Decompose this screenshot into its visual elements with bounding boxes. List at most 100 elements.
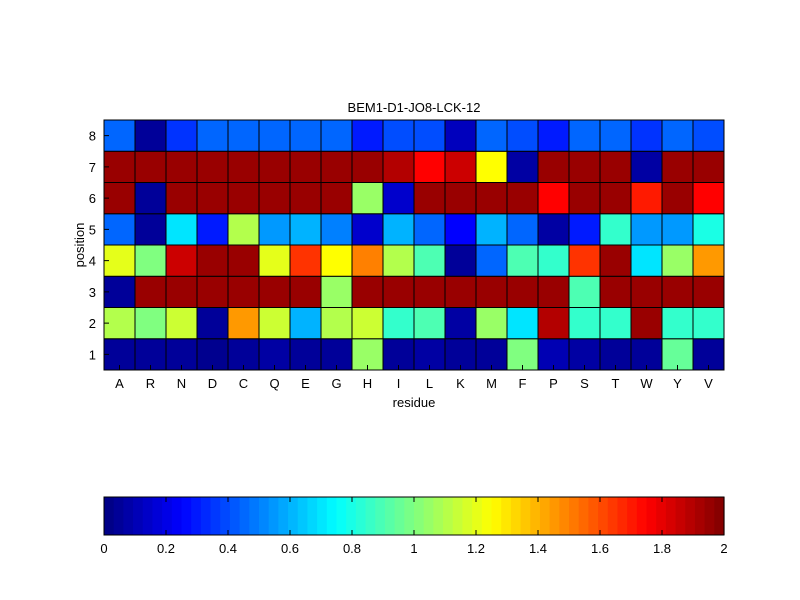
heatmap-cell-1-S: [568, 338, 601, 371]
colorbar-swatch: [414, 497, 425, 535]
heatmap-cell-1-Q: [258, 338, 291, 371]
colorbar-swatch: [501, 497, 512, 535]
heatmap-cell-8-I: [382, 119, 415, 152]
colorbar-tick-label: 0.8: [343, 541, 361, 556]
colorbar-swatch: [288, 497, 299, 535]
colorbar-swatch: [104, 497, 115, 535]
colorbar-swatch: [714, 497, 725, 535]
colorbar-swatch: [123, 497, 134, 535]
colorbar-swatch: [656, 497, 667, 535]
heatmap-cell-8-E: [289, 119, 322, 152]
heatmap-cell-2-H: [351, 307, 384, 340]
colorbar-swatch: [171, 497, 183, 535]
colorbar-swatch: [617, 497, 628, 535]
heatmap-cell-7-I: [382, 150, 415, 183]
colorbar-tick-label: 0.4: [219, 541, 237, 556]
colorbar-swatch: [297, 497, 309, 535]
colorbar-swatch: [510, 497, 522, 535]
colorbar-swatch: [598, 497, 609, 535]
heatmap-cell-3-V: [692, 275, 725, 308]
heatmap-cell-2-F: [506, 307, 539, 340]
heatmap-cell-6-G: [320, 182, 353, 215]
heatmap-cell-3-P: [537, 275, 570, 308]
heatmap-cell-2-C: [227, 307, 260, 340]
colorbar-swatch: [627, 497, 638, 535]
colorbar-swatch: [549, 497, 560, 535]
heatmap-cell-6-L: [413, 182, 446, 215]
heatmap-cell-1-G: [320, 338, 353, 371]
colorbar-swatch: [336, 497, 347, 535]
heatmap-cell-1-I: [382, 338, 415, 371]
heatmap-cell-3-Y: [661, 275, 694, 308]
y-tick-label: 7: [89, 160, 96, 175]
heatmap-cell-8-H: [351, 119, 384, 152]
heatmap-cell-7-W: [630, 150, 663, 183]
heatmap-cell-8-S: [568, 119, 601, 152]
colorbar-swatch: [685, 497, 696, 535]
heatmap-cell-7-C: [227, 150, 260, 183]
heatmap-cell-4-P: [537, 244, 570, 277]
colorbar-swatch: [646, 497, 657, 535]
heatmap-cell-7-T: [599, 150, 632, 183]
heatmap-cell-2-S: [568, 307, 601, 340]
colorbar-swatch: [268, 497, 279, 535]
heatmap-cell-1-K: [444, 338, 477, 371]
heatmap-cell-3-C: [227, 275, 260, 308]
heatmap-cell-3-R: [134, 275, 167, 308]
heatmap-cell-6-I: [382, 182, 415, 215]
heatmap-cell-3-Q: [258, 275, 291, 308]
heatmap-cell-4-C: [227, 244, 260, 277]
heatmap-cell-8-V: [692, 119, 725, 152]
heatmap-cell-7-M: [475, 150, 508, 183]
colorbar-swatch: [307, 497, 318, 535]
heatmap-cell-1-V: [692, 338, 725, 371]
heatmap-cell-3-W: [630, 275, 663, 308]
heatmap-cell-1-Y: [661, 338, 694, 371]
colorbar-swatch: [481, 497, 493, 535]
x-tick-label: Y: [673, 376, 682, 391]
heatmap-cell-5-K: [444, 213, 477, 246]
colorbar-swatch: [355, 497, 367, 535]
colorbar-swatch: [133, 497, 144, 535]
heatmap-cell-4-G: [320, 244, 353, 277]
heatmap-cell-2-P: [537, 307, 570, 340]
heatmap-cell-7-Q: [258, 150, 291, 183]
heatmap-cell-3-S: [568, 275, 601, 308]
heatmap-cell-2-K: [444, 307, 477, 340]
heatmap-cell-5-M: [475, 213, 508, 246]
colorbar-swatch: [365, 497, 376, 535]
heatmap-cell-2-Y: [661, 307, 694, 340]
colorbar-swatch: [249, 497, 260, 535]
heatmap-cell-3-F: [506, 275, 539, 308]
heatmap-cell-5-R: [134, 213, 167, 246]
heatmap-cell-2-Q: [258, 307, 291, 340]
heatmap-cell-4-S: [568, 244, 601, 277]
colorbar-swatch: [462, 497, 473, 535]
heatmap-cell-5-I: [382, 213, 415, 246]
x-tick-label: A: [115, 376, 124, 391]
colorbar-swatch: [220, 497, 231, 535]
heatmap-cell-5-F: [506, 213, 539, 246]
heatmap-cell-6-S: [568, 182, 601, 215]
x-tick-label: W: [640, 376, 653, 391]
heatmap-cell-8-P: [537, 119, 570, 152]
colorbar-swatch: [423, 497, 434, 535]
heatmap-cell-8-M: [475, 119, 508, 152]
heatmap-cell-2-W: [630, 307, 663, 340]
x-tick-label: C: [239, 376, 248, 391]
colorbar-swatch: [326, 497, 338, 535]
colorbar-swatch: [162, 497, 173, 535]
x-tick-label: E: [301, 376, 310, 391]
heatmap-cell-8-W: [630, 119, 663, 152]
y-tick-label: 2: [89, 316, 96, 331]
y-tick-label: 6: [89, 191, 96, 206]
colorbar-swatch: [191, 497, 202, 535]
heatmap-cell-3-H: [351, 275, 384, 308]
heatmap-cell-4-H: [351, 244, 384, 277]
heatmap-cell-6-P: [537, 182, 570, 215]
heatmap-cell-7-F: [506, 150, 539, 183]
heatmap-cell-5-Y: [661, 213, 694, 246]
x-tick-label: F: [519, 376, 527, 391]
colorbar-swatch: [665, 497, 677, 535]
